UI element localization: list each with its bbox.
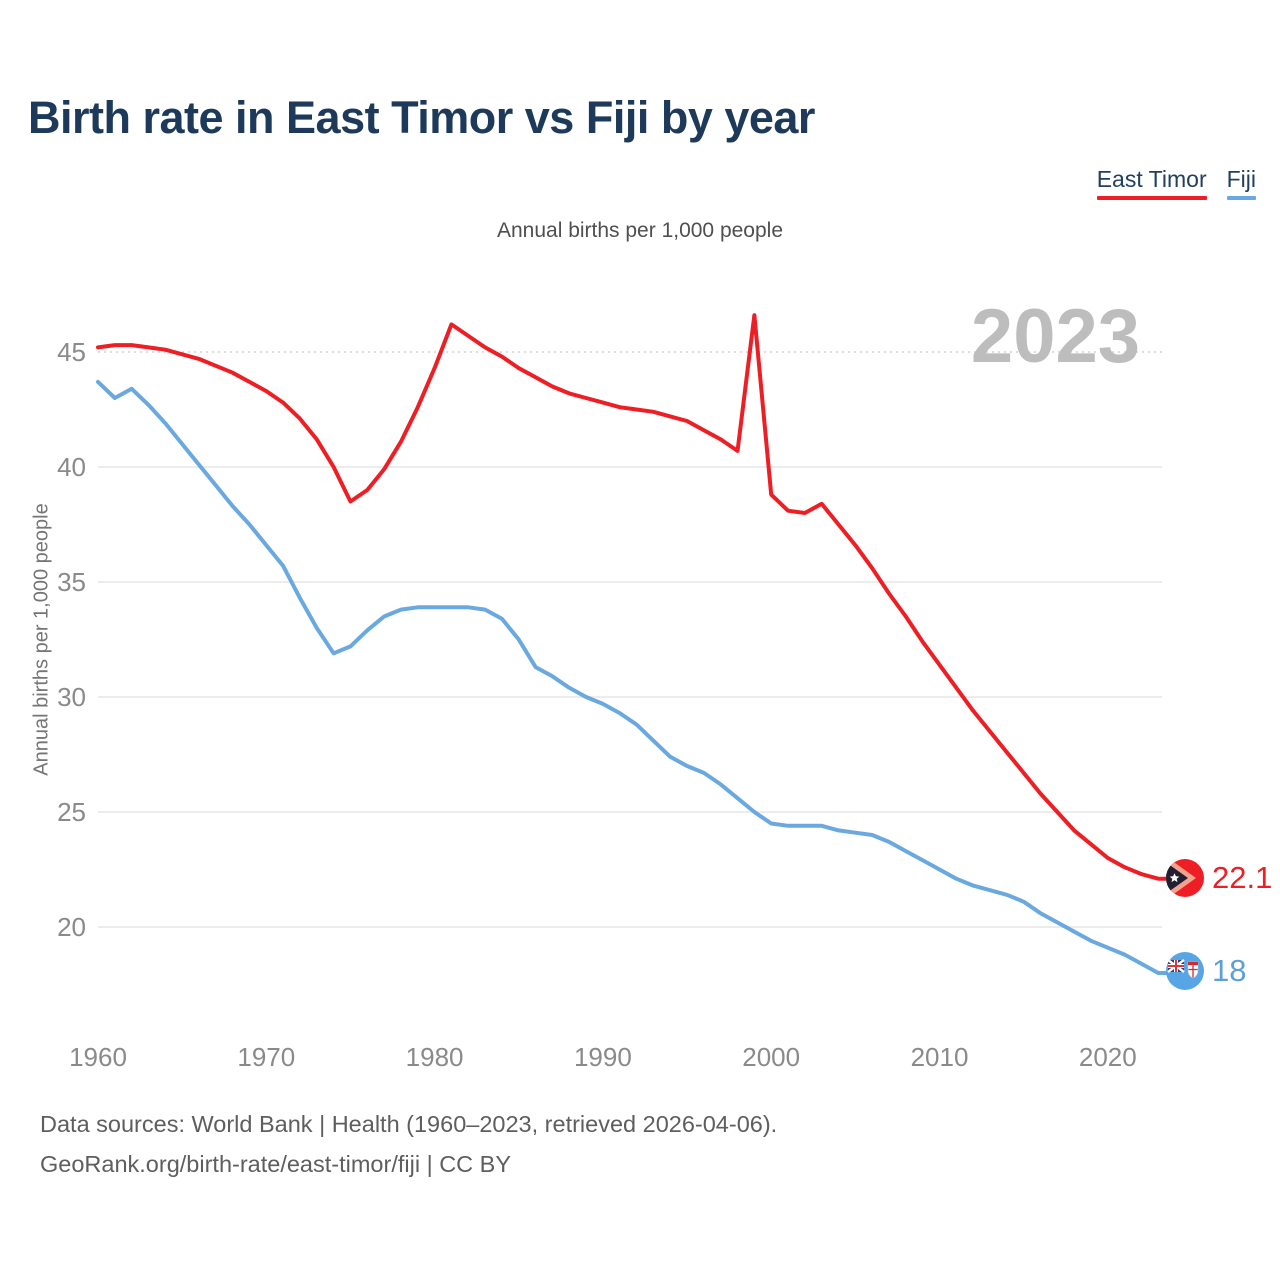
- east-timor-line: [96, 313, 1172, 881]
- legend: East Timor Fiji: [1096, 166, 1256, 200]
- legend-item-east-timor[interactable]: East Timor: [1096, 166, 1207, 200]
- chart-subtitle: Annual births per 1,000 people: [496, 219, 784, 242]
- legend-swatch-east-timor: [1096, 196, 1207, 200]
- footer-license-line: GeoRank.org/birth-rate/east-timor/fiji |…: [40, 1151, 512, 1177]
- x-tick-1990: 1990: [574, 1042, 632, 1072]
- end-value-fiji: 18: [1212, 953, 1247, 988]
- legend-item-fiji[interactable]: Fiji: [1226, 166, 1256, 200]
- x-tick-1960: 1960: [69, 1042, 127, 1072]
- x-tick-2020: 2020: [1079, 1042, 1137, 1072]
- end-label-east-timor: 22.1: [1165, 858, 1272, 898]
- y-tick-45: 45: [57, 337, 86, 367]
- y-tick-30: 30: [57, 682, 86, 712]
- x-tick-1970: 1970: [237, 1042, 295, 1072]
- legend-swatch-fiji: [1226, 196, 1256, 200]
- end-label-fiji: 18: [1165, 951, 1246, 991]
- x-tick-2000: 2000: [742, 1042, 800, 1072]
- y-tick-40: 40: [57, 452, 86, 482]
- legend-label-fiji: Fiji: [1226, 166, 1256, 192]
- east-timor-flag-icon: [1166, 859, 1204, 897]
- page-title: Birth rate in East Timor vs Fiji by year: [28, 92, 815, 143]
- legend-label-east-timor: East Timor: [1096, 166, 1207, 192]
- end-value-east-timor: 22.1: [1212, 860, 1273, 895]
- y-tick-25: 25: [57, 797, 86, 827]
- y-tick-20: 20: [57, 912, 86, 942]
- watermark-year: 2023: [971, 294, 1140, 379]
- footer-source-line: Data sources: World Bank | Health (1960–…: [40, 1111, 778, 1137]
- fiji-flag-icon: [1166, 952, 1204, 990]
- y-tick-35: 35: [57, 567, 86, 597]
- footer: Data sources: World Bank | Health (1960–…: [40, 1104, 777, 1184]
- x-tick-2010: 2010: [911, 1042, 969, 1072]
- fiji-line: [96, 379, 1172, 975]
- x-tick-1980: 1980: [406, 1042, 464, 1072]
